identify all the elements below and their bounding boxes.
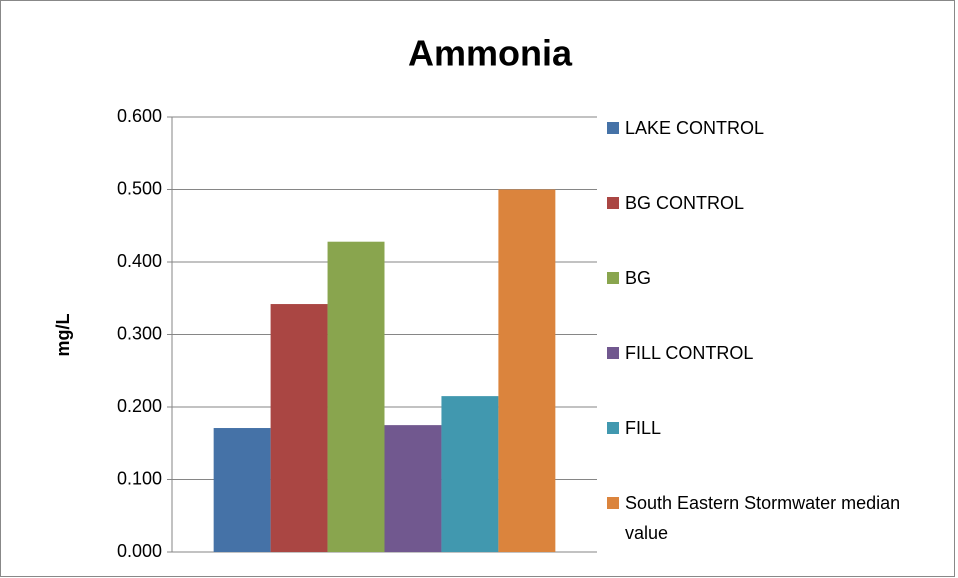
bar xyxy=(327,241,385,552)
legend-entry: FILL xyxy=(607,413,947,443)
legend-entry: BG xyxy=(607,263,947,293)
y-tick-label: 0.200 xyxy=(117,396,162,416)
y-tick-label: 0.300 xyxy=(117,323,162,343)
legend-label: LAKE CONTROL xyxy=(625,118,765,138)
legend-label: FILL xyxy=(625,418,662,438)
legend-swatch xyxy=(607,197,619,209)
legend-entry: FILL CONTROL xyxy=(607,338,947,368)
bar xyxy=(441,396,499,552)
legend-swatch xyxy=(607,422,619,434)
y-tick-label: 0.500 xyxy=(117,178,162,198)
bar xyxy=(498,189,556,552)
legend-label: FILL CONTROL xyxy=(625,343,754,363)
legend-swatch xyxy=(607,122,619,134)
legend-entry: BG CONTROL xyxy=(607,188,947,218)
legend-label: BG CONTROL xyxy=(625,193,745,213)
y-tick-label: 0.100 xyxy=(117,468,162,488)
y-axis-label: mg/L xyxy=(53,313,73,356)
bar xyxy=(213,428,271,552)
legend-swatch xyxy=(607,497,619,509)
chart-title: Ammonia xyxy=(408,33,573,74)
bar xyxy=(270,304,328,552)
legend-entry: LAKE CONTROL xyxy=(607,113,947,143)
legend-entry: South Eastern Stormwater median value xyxy=(607,488,947,548)
legend-label: BG xyxy=(625,268,652,288)
legend-swatch xyxy=(607,272,619,284)
legend-label: South Eastern Stormwater median value xyxy=(625,493,901,543)
y-tick-label: 0.000 xyxy=(117,541,162,561)
bar xyxy=(384,425,442,552)
y-tick-label: 0.400 xyxy=(117,251,162,271)
y-tick-label: 0.600 xyxy=(117,106,162,126)
legend-swatch xyxy=(607,347,619,359)
